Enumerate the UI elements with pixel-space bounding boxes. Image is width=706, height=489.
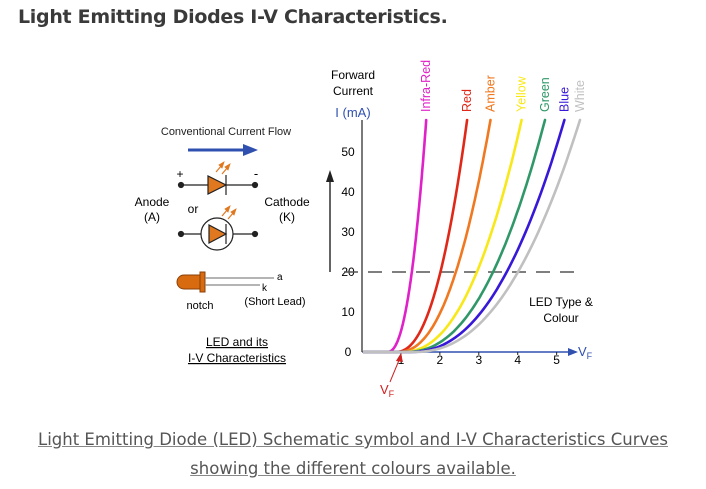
legend-title-line2: Colour	[543, 311, 578, 325]
symbol-caption-line1: LED and its	[206, 335, 268, 349]
x-tick-label: 3	[475, 353, 482, 367]
led-symbol-circled	[177, 205, 259, 251]
curve-blue	[362, 118, 566, 354]
cathode-label: Cathode	[264, 195, 310, 209]
series-label-blue: Blue	[557, 87, 571, 112]
y-tick-label: 50	[341, 145, 355, 159]
series-label-green: Green	[538, 77, 552, 112]
series-label-amber: Amber	[483, 75, 497, 112]
x-tick-label: 2	[437, 353, 444, 367]
y-title-line2: Current	[333, 84, 374, 98]
y-tick-label: 30	[341, 225, 355, 239]
figure-caption-line2[interactable]: showing the different colours available.	[190, 459, 516, 478]
current-flow-arrow	[188, 144, 258, 156]
y-tick-label: 10	[341, 305, 355, 319]
curve-infra-red	[362, 118, 428, 354]
physical-led	[176, 271, 274, 293]
or-label: or	[188, 202, 199, 216]
anode-symbol: (A)	[144, 210, 160, 224]
led-symbol-triangle	[177, 161, 259, 195]
series-label-white: White	[573, 80, 587, 112]
x-tick-label: 4	[514, 353, 521, 367]
x-tick-label: 0	[345, 345, 352, 359]
curve-yellow	[362, 118, 523, 354]
minus-sign: -	[254, 166, 258, 181]
curve-white	[362, 118, 582, 354]
series-label-infra-red: Infra-Red	[419, 60, 433, 112]
cathode-symbol: (K)	[279, 210, 295, 224]
figure-caption-line1[interactable]: Light Emitting Diode (LED) Schematic sym…	[38, 430, 668, 449]
curve-amber	[362, 118, 492, 354]
y-tick-label: 40	[341, 185, 355, 199]
lead-a-label: a	[277, 272, 283, 283]
curve-red	[362, 118, 469, 354]
symbol-caption-line2: I-V Characteristics	[188, 351, 286, 365]
series-label-yellow: Yellow	[515, 75, 529, 112]
page-title: Light Emitting Diodes I-V Characteristic…	[18, 6, 448, 28]
led-diagram: Conventional Current Flow + - Anode (A) …	[135, 60, 593, 399]
legend-title-line1: LED Type &	[529, 295, 593, 309]
curve-green	[362, 118, 547, 354]
short-lead-label: (Short Lead)	[244, 296, 305, 308]
vf-marker: VF	[380, 353, 403, 399]
series-label-red: Red	[460, 89, 474, 112]
lead-k-label: k	[262, 283, 268, 294]
x-axis-label: VF	[578, 344, 593, 361]
flow-label: Conventional Current Flow	[161, 126, 291, 138]
anode-label: Anode	[135, 195, 170, 209]
x-axis-arrowhead	[568, 348, 578, 356]
y-title-line1: Forward	[331, 68, 375, 82]
svg-text:VF: VF	[380, 382, 395, 399]
y-axis-arrow	[326, 170, 334, 272]
notch-label: notch	[187, 300, 214, 312]
y-unit-label: I (mA)	[335, 105, 370, 120]
plus-sign: +	[176, 167, 183, 181]
x-tick-label: 5	[553, 353, 560, 367]
